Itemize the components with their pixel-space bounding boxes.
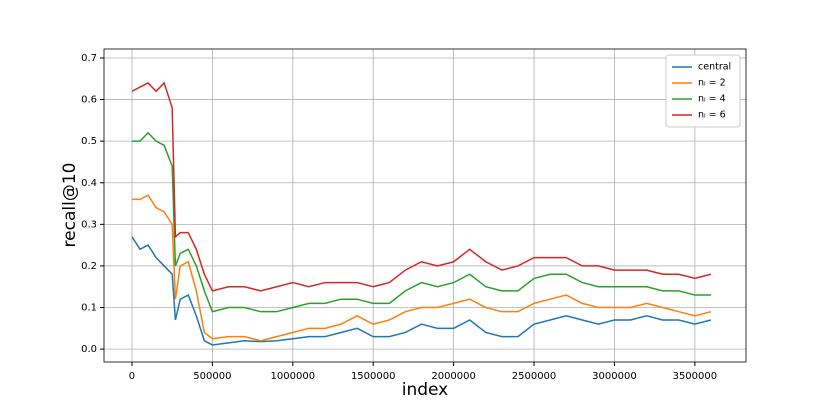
y-tick-label: 0.0 [81, 344, 97, 355]
x-tick-label: 0 [129, 371, 135, 382]
y-tick-label: 0.7 [81, 53, 97, 64]
x-tick-label: 500000 [193, 371, 231, 382]
legend-label: nₗ = 4 [698, 94, 726, 105]
plot-frame [103, 48, 747, 363]
legend-label: central [698, 62, 731, 73]
legend-label: nₗ = 6 [698, 110, 726, 121]
y-tick-label: 0.6 [81, 95, 97, 106]
y-axis-label: recall@10 [60, 163, 80, 248]
data-line [131, 81, 712, 292]
y-tick-label: 0.1 [81, 303, 97, 314]
x-tick-label: 3000000 [592, 371, 637, 382]
y-tick-label: 0.3 [81, 219, 97, 230]
x-tick-label: 1500000 [351, 371, 396, 382]
legend-box [665, 54, 741, 128]
x-tick-label: 2500000 [512, 371, 557, 382]
x-tick-label: 3500000 [673, 371, 718, 382]
x-axis-label: index [402, 380, 449, 400]
legend-label: nₗ = 2 [698, 78, 726, 89]
data-line [131, 131, 711, 313]
x-tick-label: 2000000 [431, 371, 476, 382]
y-tick-label: 0.5 [81, 136, 97, 147]
data-line [131, 194, 712, 342]
y-tick-label: 0.4 [81, 178, 97, 189]
data-line [131, 236, 712, 346]
y-tick-label: 0.2 [81, 261, 97, 272]
x-tick-label: 1000000 [271, 371, 316, 382]
